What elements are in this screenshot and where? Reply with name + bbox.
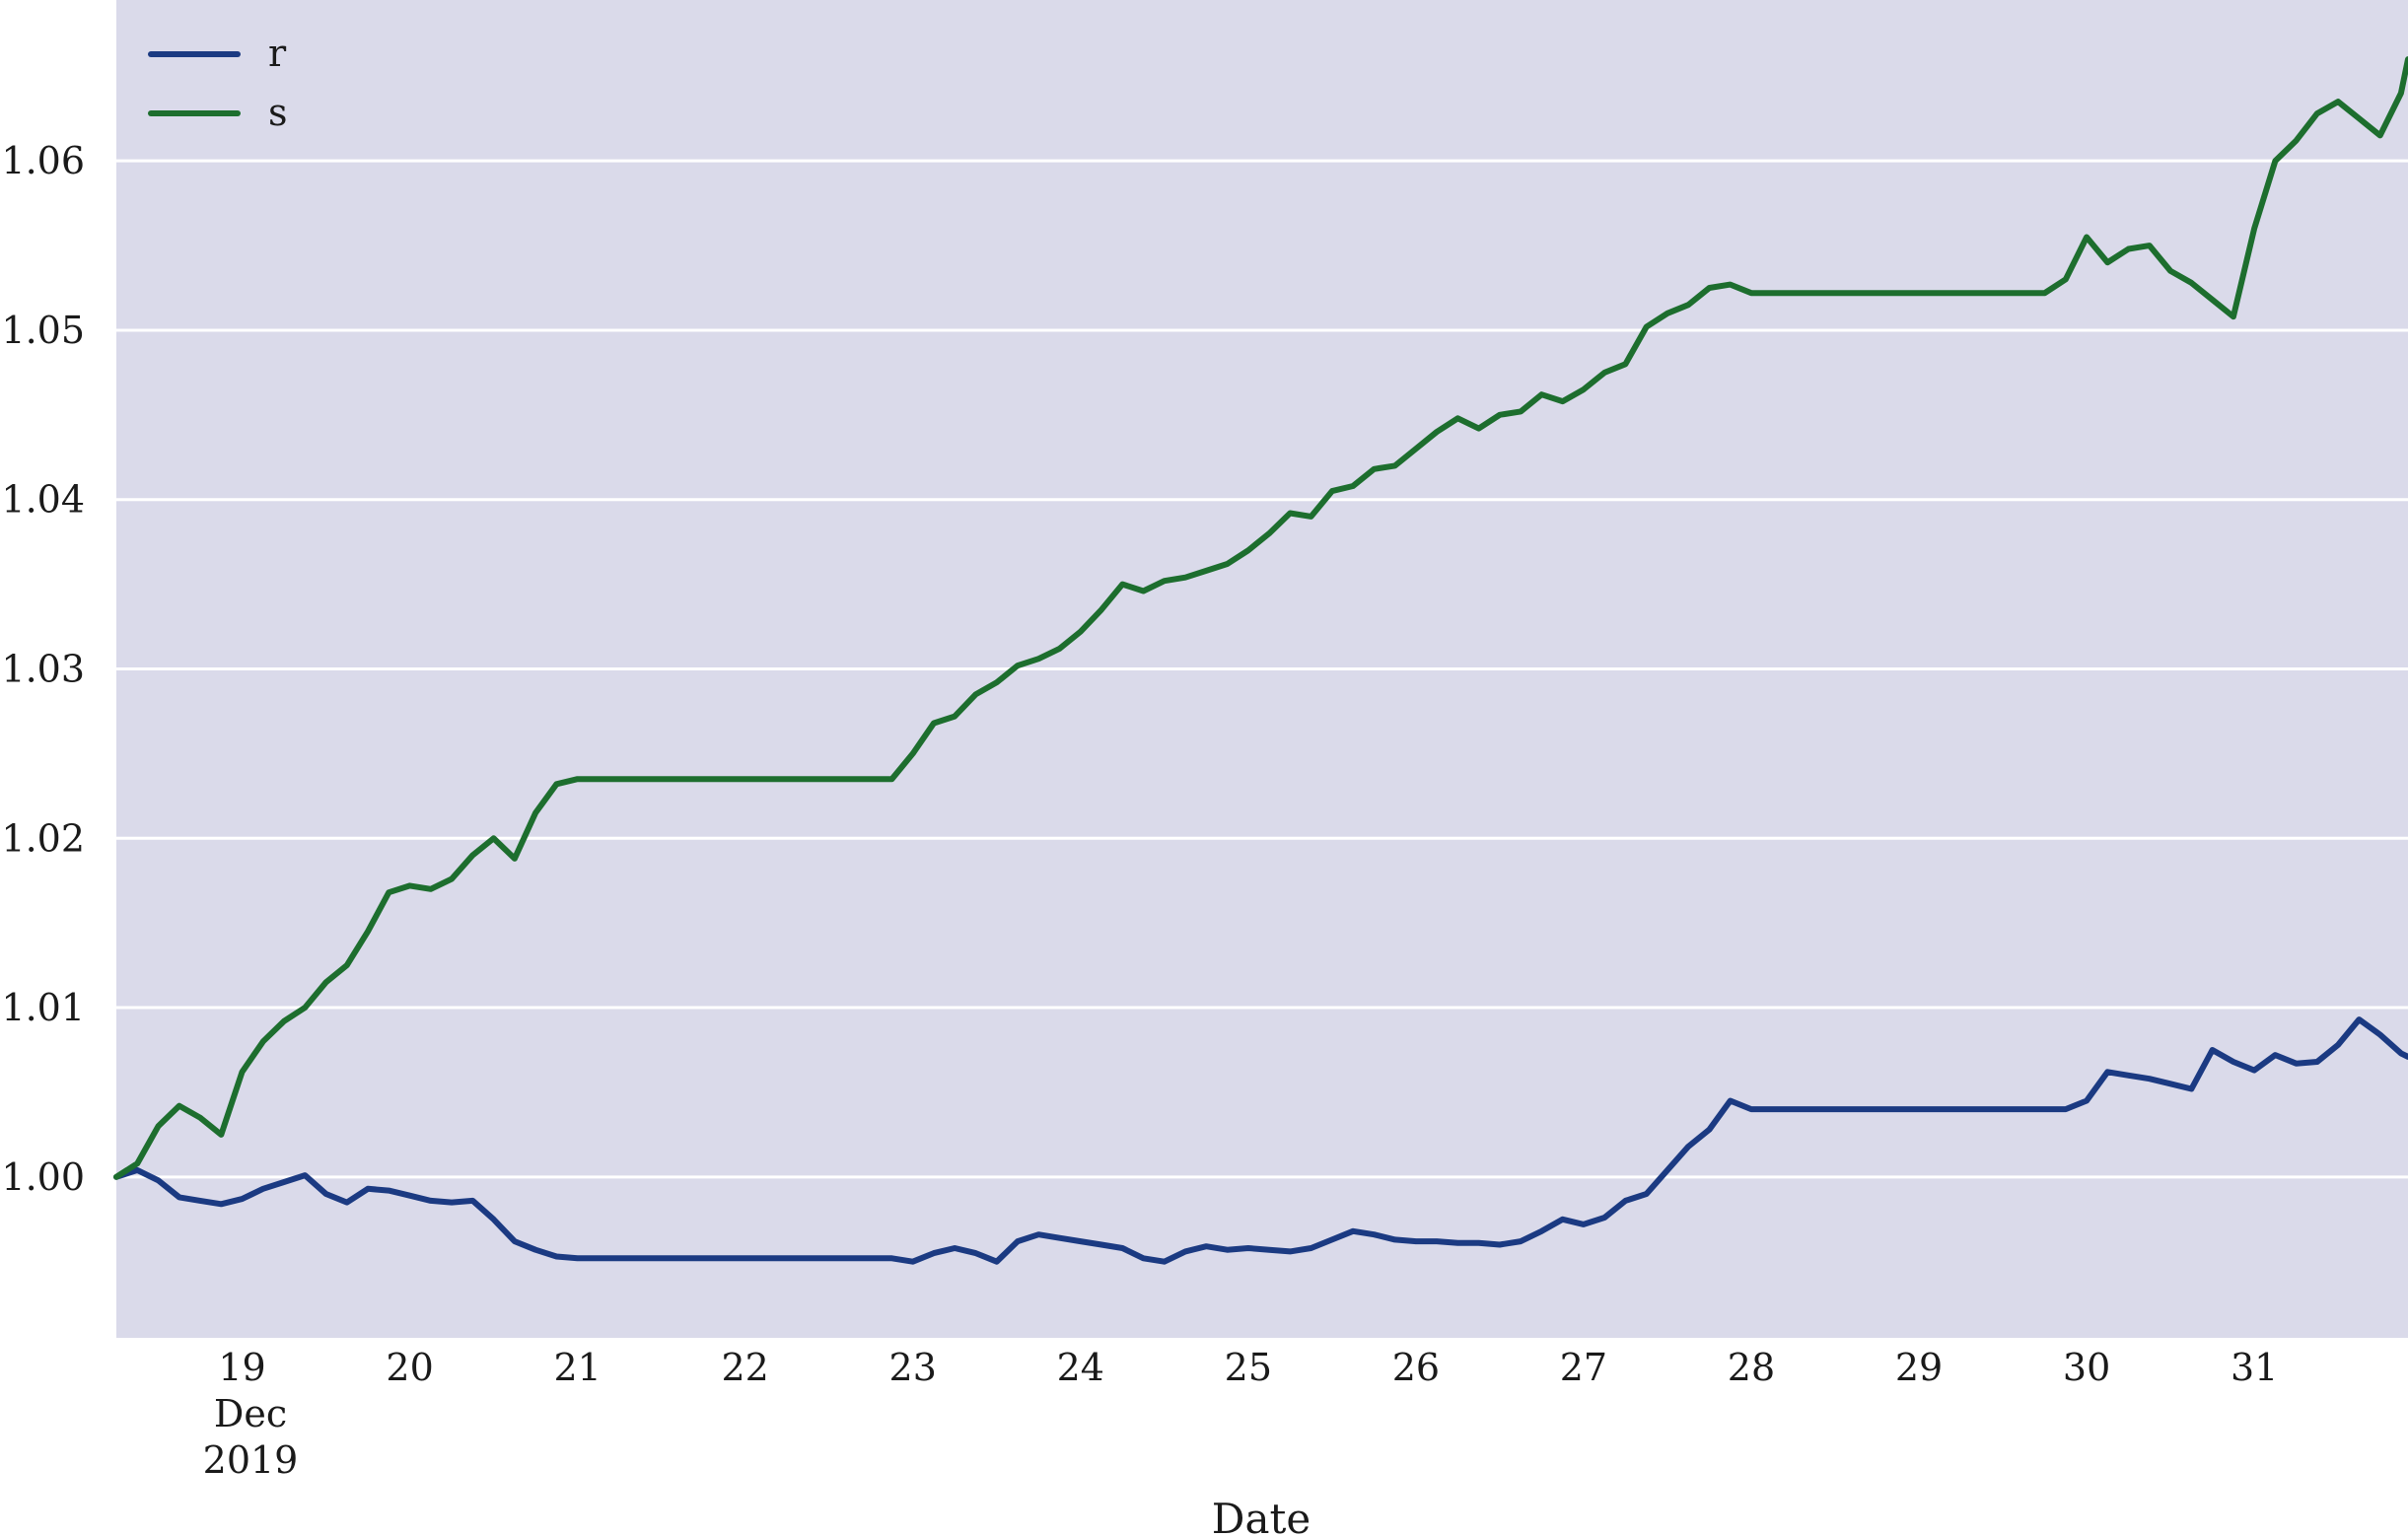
x-axis-sublabel-month: Dec [214,1392,287,1435]
gridlines [116,159,2408,1179]
y-tick-label: 1.04 [1,478,85,522]
x-tick-label: 22 [722,1346,769,1389]
y-tick-label: 1.05 [1,309,85,352]
x-axis-sublabel-year: 2019 [203,1438,299,1482]
series-line-r [113,1016,2408,1265]
x-tick-label: 26 [1392,1346,1440,1389]
x-tick-label: 30 [2063,1346,2110,1389]
x-axis-tick-labels: 19 20 21 22 23 24 25 26 27 28 29 30 31 [218,1346,2278,1389]
y-tick-label: 1.03 [1,648,85,691]
legend-label-s: s [268,91,288,134]
x-tick-label: 29 [1895,1346,1943,1389]
series-lines [113,56,2408,1265]
x-axis-title: Date [1212,1495,1310,1537]
legend: r s [148,32,288,134]
x-tick-label: 25 [1225,1346,1272,1389]
x-tick-label: 21 [553,1346,601,1389]
y-axis-tick-labels: 1.00 1.01 1.02 1.03 1.04 1.05 1.06 [1,139,85,1199]
x-tick-label: 28 [1728,1346,1775,1389]
y-tick-label: 1.02 [1,816,85,860]
y-tick-label: 1.06 [1,139,85,182]
x-tick-label: 20 [386,1346,433,1389]
x-tick-label: 23 [889,1346,937,1389]
x-tick-label: 24 [1057,1346,1104,1389]
x-tick-label: 27 [1560,1346,1607,1389]
y-tick-label: 1.01 [1,986,85,1029]
x-tick-label: 19 [218,1346,265,1389]
x-tick-label: 31 [2231,1346,2278,1389]
y-tick-label: 1.00 [1,1155,85,1199]
series-line-s [113,56,2408,1180]
legend-label-r: r [268,32,287,75]
